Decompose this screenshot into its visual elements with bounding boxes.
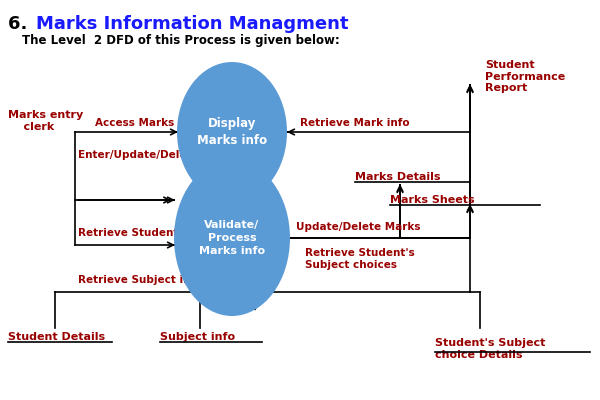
Text: Student
Performance
Report: Student Performance Report [485,60,565,93]
Text: Marks Sheets: Marks Sheets [390,195,475,205]
Text: Enter/Update/Delete Marks: Enter/Update/Delete Marks [78,150,238,160]
Text: Access Marks info: Access Marks info [95,118,201,128]
Text: Retrieve Subject info: Retrieve Subject info [78,275,202,285]
Text: Student's Subject
choice Details: Student's Subject choice Details [435,338,545,360]
Text: Marks Information Managment: Marks Information Managment [36,15,349,33]
Text: Retrieve Student info: Retrieve Student info [78,228,205,238]
Text: Validate/
Process
Marks info: Validate/ Process Marks info [199,220,265,256]
Text: Marks Details: Marks Details [355,172,440,182]
Text: Display
Marks info: Display Marks info [197,117,267,147]
Text: Subject info: Subject info [160,332,235,342]
Text: 6.: 6. [8,15,34,33]
Ellipse shape [174,160,290,316]
Text: The Level  2 DFD of this Process is given below:: The Level 2 DFD of this Process is given… [22,34,340,47]
Ellipse shape [177,62,287,202]
Text: Retrieve Mark info: Retrieve Mark info [300,118,410,128]
Text: Marks entry
    clerk: Marks entry clerk [8,110,83,132]
Text: Student Details: Student Details [8,332,105,342]
Text: Update/Delete Marks: Update/Delete Marks [296,222,421,232]
Text: Retrieve Student's
Subject choices: Retrieve Student's Subject choices [305,248,415,270]
